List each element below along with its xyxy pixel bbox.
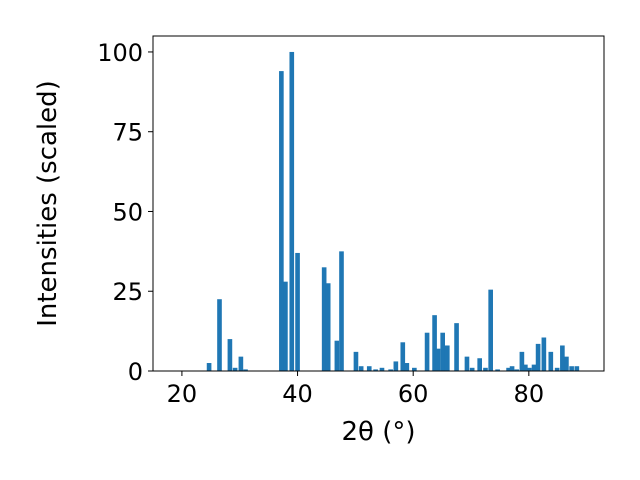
bars-group	[206, 51, 580, 371]
x-tick-label: 60	[398, 380, 429, 408]
bar	[514, 369, 520, 371]
bar	[424, 332, 430, 371]
bar	[506, 367, 511, 371]
bar	[217, 299, 222, 371]
bar	[541, 337, 547, 371]
bar	[283, 281, 288, 371]
bar	[444, 345, 450, 371]
bar	[548, 351, 554, 371]
bar	[404, 363, 410, 371]
bar	[353, 351, 359, 371]
bar	[477, 358, 482, 371]
bar	[488, 289, 493, 371]
bar	[393, 361, 399, 371]
plot-frame	[152, 35, 605, 372]
bar	[379, 367, 385, 371]
bar	[412, 367, 417, 371]
bar	[373, 369, 378, 371]
bar	[564, 356, 569, 371]
bar	[400, 342, 406, 371]
y-axis-label: Intensities (scaled)	[33, 80, 63, 327]
bar	[227, 339, 233, 371]
bar	[509, 366, 515, 371]
bar	[388, 369, 393, 371]
bar	[527, 367, 532, 371]
bar	[295, 252, 300, 371]
bar	[206, 363, 212, 371]
x-axis-ticks: 20 40 60 80	[167, 371, 544, 408]
bar	[435, 348, 441, 371]
bar	[432, 315, 437, 371]
bar	[279, 71, 284, 371]
x-tick-label: 40	[282, 380, 313, 408]
bar	[469, 367, 475, 371]
bar	[483, 367, 488, 371]
bar	[232, 367, 238, 371]
bar	[238, 356, 244, 371]
bar	[523, 364, 528, 371]
y-tick-label: 100	[97, 39, 143, 67]
bar	[339, 251, 344, 371]
bar	[334, 340, 340, 371]
y-tick-label: 0	[128, 358, 143, 386]
bar	[574, 366, 580, 371]
x-axis-label: 2θ (°)	[341, 417, 415, 447]
bar	[531, 364, 537, 371]
bar	[366, 366, 372, 371]
bar	[358, 366, 364, 371]
bar	[464, 356, 470, 371]
y-axis-ticks: 0 25 50 75 100	[97, 39, 153, 386]
bar	[519, 351, 525, 371]
bar	[454, 323, 459, 371]
bar	[535, 343, 541, 371]
bar	[554, 367, 560, 371]
bar	[495, 369, 500, 371]
bar	[321, 267, 327, 371]
y-tick-label: 50	[112, 198, 143, 226]
bar	[440, 332, 445, 371]
bar	[243, 369, 248, 371]
x-tick-label: 20	[167, 380, 198, 408]
bar	[560, 345, 565, 371]
x-tick-label: 80	[514, 380, 545, 408]
bar	[325, 283, 331, 371]
bar	[289, 51, 295, 371]
bar	[569, 366, 574, 371]
y-tick-label: 75	[112, 119, 143, 147]
y-tick-label: 25	[112, 278, 143, 306]
